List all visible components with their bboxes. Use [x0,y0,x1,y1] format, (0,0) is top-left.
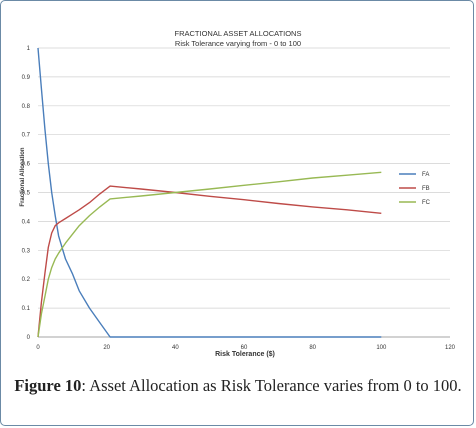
y-tick-label: 0.9 [22,75,31,81]
y-tick-labels: 0 0.1 0.2 0.3 0.4 0.5 0.6 0.7 0.8 0.9 1 [22,46,31,341]
y-tick-label: 1 [27,46,31,52]
caption-label: Figure 10 [14,376,82,395]
legend-label-fb: FB [422,186,430,192]
y-tick-label: 0.4 [22,219,31,225]
series-lines [37,47,382,338]
chart: FRACTIONAL ASSET ALLOCATIONS Risk Tolera… [20,29,456,358]
chart-title: FRACTIONAL ASSET ALLOCATIONS [175,29,302,38]
y-axis-label: Fractional Allocation [20,147,26,206]
y-tick-label: 0.5 [22,191,31,197]
y-tick-label: 0.6 [22,162,31,168]
x-tick-label: 0 [36,345,40,351]
chart-subtitle: Risk Tolerance varying from - 0 to 100 [175,39,301,48]
y-tick-label: 0.1 [22,306,31,312]
legend-label-fa: FA [422,172,429,178]
caption-text: : Asset Allocation as Risk Tolerance var… [81,376,462,395]
legend-label-fc: FC [422,200,431,206]
y-tick-label: 0.3 [22,248,31,254]
x-tick-label: 20 [103,345,110,351]
y-tick-label: 0 [27,335,31,341]
figure-caption: Figure 10: Asset Allocation as Risk Tole… [0,376,476,396]
series-line-fc [37,171,382,338]
x-tick-label: 80 [309,345,316,351]
gridlines [38,47,450,309]
series-line-fa [37,47,382,338]
y-tick-label: 0.7 [22,133,31,139]
y-tick-label: 0.8 [22,104,31,110]
series-line-fb [37,185,382,338]
x-tick-label: 60 [241,345,248,351]
x-tick-label: 120 [445,345,456,351]
x-tick-label: 100 [376,345,387,351]
y-tick-label: 0.2 [22,277,31,283]
legend: FA FB FC [399,172,431,206]
x-tick-labels: 0 20 40 60 80 100 120 [36,345,455,351]
x-tick-label: 40 [172,345,179,351]
x-axis-label: Risk Tolerance ($) [215,351,275,358]
